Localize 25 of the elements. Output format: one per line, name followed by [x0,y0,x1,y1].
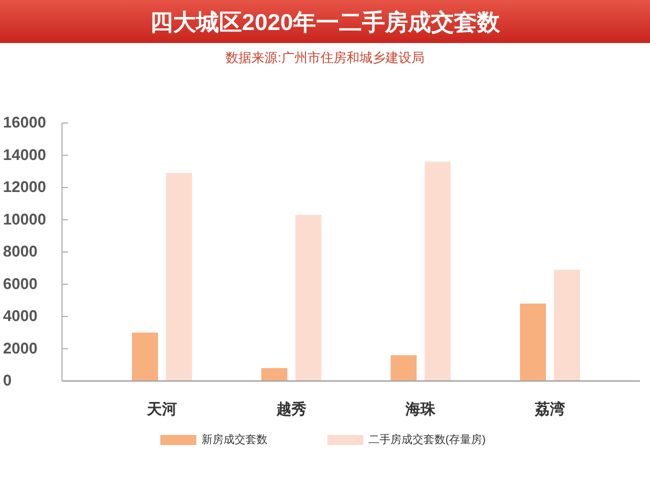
bar [132,332,158,381]
x-tick-label: 越秀 [275,401,306,418]
bar [261,368,288,381]
chart-subtitle: 数据来源:广州市住房和城乡建设局 [226,50,424,65]
legend-label: 新房成交套数 [201,433,268,446]
x-tick-label: 海珠 [404,401,437,418]
legend-label: 二手房成交套数(存量房) [368,433,486,446]
x-tick-label: 荔湾 [534,400,565,418]
bar [554,270,580,381]
bar [520,304,546,381]
y-tick-label: 4000 [3,308,38,325]
bar [166,172,192,381]
y-tick-label: 14000 [3,146,46,164]
y-tick-label: 0 [3,372,12,390]
bar [295,214,322,381]
x-tick-label: 天河 [146,401,177,418]
y-tick-label: 8000 [3,244,38,260]
bar [424,162,451,381]
bar [390,355,417,381]
y-tick-label: 2000 [3,340,38,358]
y-tick-label: 12000 [3,179,46,196]
y-tick-label: 6000 [3,276,38,293]
y-tick-label: 16000 [3,114,46,132]
y-tick-label: 10000 [3,211,46,228]
chart-title: 四大城区2020年一二手房成交套数 [150,9,502,35]
